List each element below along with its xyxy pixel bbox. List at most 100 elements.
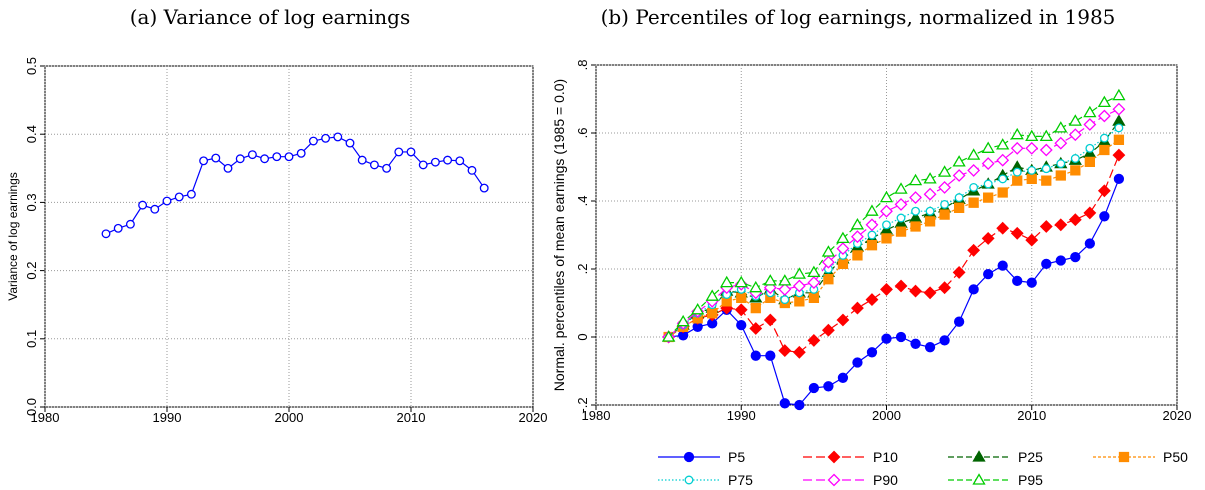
marker <box>983 179 993 189</box>
marker <box>981 157 995 171</box>
marker <box>1041 164 1051 174</box>
marker <box>211 153 221 163</box>
legend-item: P95 <box>948 472 1043 488</box>
marker <box>707 308 718 319</box>
marker <box>996 221 1010 235</box>
marker <box>894 197 908 211</box>
marker <box>866 240 878 251</box>
marker <box>1012 175 1023 186</box>
marker <box>1010 127 1024 140</box>
y-axis-title: Variance of log earnings <box>6 172 20 301</box>
marker <box>778 282 792 296</box>
marker <box>705 289 719 301</box>
marker <box>1026 173 1037 185</box>
x-tick-label: 2010 <box>397 410 426 425</box>
marker <box>734 303 748 317</box>
marker <box>1025 129 1039 142</box>
marker <box>821 245 836 257</box>
legend-marker <box>972 473 986 485</box>
marker <box>467 165 477 175</box>
marker <box>1039 143 1053 157</box>
marker <box>1083 206 1097 220</box>
legend-marker <box>972 450 986 462</box>
y-tick-label: 0.1 <box>24 330 39 348</box>
marker <box>910 221 921 232</box>
y-tick-label: .6 <box>575 128 590 139</box>
marker <box>174 192 184 202</box>
legend-item: P90 <box>803 472 898 488</box>
legend-marker <box>827 473 841 487</box>
y-tick-label: 0.4 <box>24 125 39 143</box>
marker <box>113 223 123 233</box>
legend-marker <box>684 475 694 485</box>
marker <box>736 292 747 304</box>
marker <box>199 156 209 166</box>
marker <box>676 314 690 327</box>
marker <box>778 344 792 358</box>
y-tick-label: 0.0 <box>24 398 39 416</box>
marker <box>1113 173 1125 185</box>
legend-item: P5 <box>658 449 745 465</box>
marker <box>880 282 893 296</box>
x-tick-label: 2020 <box>519 410 548 425</box>
marker <box>779 398 790 409</box>
y-tick-label: .4 <box>575 196 590 207</box>
series-line <box>668 95 1120 338</box>
marker <box>1099 144 1110 156</box>
marker <box>837 258 849 270</box>
marker <box>750 302 761 314</box>
marker <box>272 152 282 162</box>
marker <box>750 350 761 361</box>
x-tick-label: 2000 <box>275 410 304 425</box>
marker <box>734 275 748 288</box>
marker <box>938 281 952 295</box>
marker <box>691 303 705 315</box>
marker <box>896 213 906 223</box>
marker <box>763 313 777 327</box>
marker <box>940 199 950 209</box>
marker <box>968 197 979 208</box>
marker <box>836 242 850 256</box>
marker <box>1070 165 1081 176</box>
y-axis-title: Normal. percentiles of mean earnings (19… <box>551 79 567 391</box>
marker <box>720 275 734 288</box>
marker <box>981 141 995 153</box>
marker <box>881 233 892 244</box>
marker <box>1010 141 1024 155</box>
marker <box>1010 226 1024 240</box>
marker <box>1056 159 1066 169</box>
marker <box>138 200 148 210</box>
marker <box>852 250 863 261</box>
marker <box>1112 148 1126 162</box>
marker <box>333 132 343 142</box>
marker <box>880 204 893 218</box>
x-tick-label: 1980 <box>31 410 60 425</box>
x-tick-label: 1990 <box>153 410 182 425</box>
marker <box>162 196 172 206</box>
y-tick-label: .2 <box>575 264 590 275</box>
marker <box>1039 220 1053 233</box>
marker <box>998 174 1008 184</box>
marker <box>369 160 379 170</box>
marker <box>952 265 966 279</box>
marker <box>865 204 879 216</box>
marker <box>908 173 923 186</box>
marker <box>1055 255 1066 266</box>
marker <box>953 202 965 213</box>
marker <box>807 265 821 278</box>
marker <box>836 313 850 327</box>
marker <box>321 133 331 143</box>
marker <box>1012 167 1022 177</box>
legend-label: P95 <box>1018 472 1043 488</box>
marker <box>1085 143 1095 153</box>
legend-marker <box>683 451 695 463</box>
x-tick-label: 2000 <box>872 408 901 423</box>
marker <box>939 335 950 346</box>
chart-title: (a) Variance of log earnings <box>130 5 411 29</box>
marker <box>1054 121 1068 133</box>
marker <box>967 163 981 177</box>
legend-label: P90 <box>873 472 898 488</box>
marker <box>952 169 966 182</box>
marker <box>823 381 834 392</box>
chart-title: (b) Percentiles of log earnings, normali… <box>601 5 1116 29</box>
